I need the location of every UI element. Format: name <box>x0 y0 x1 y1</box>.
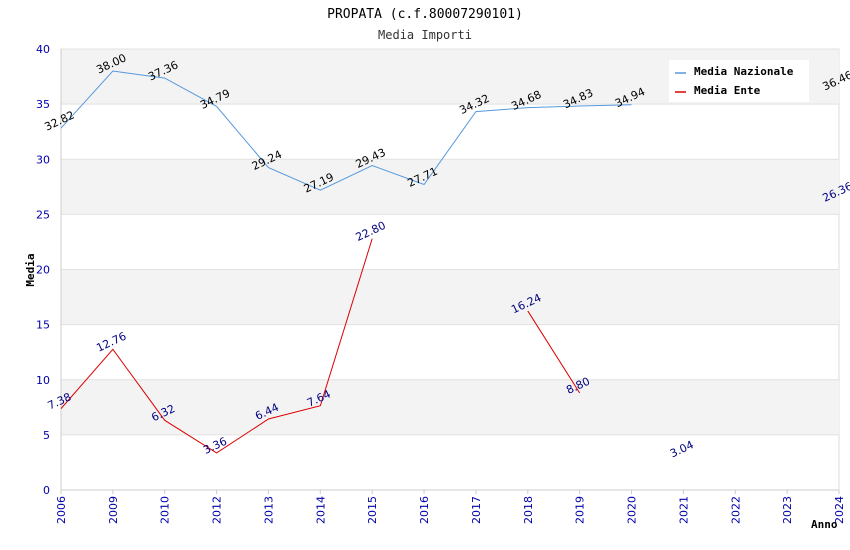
chart-title: PROPATA (c.f.80007290101) <box>327 7 523 22</box>
series-line-media-ente <box>60 238 373 454</box>
x-tick-label: 2012 <box>211 496 224 524</box>
x-tick-label: 2024 <box>833 496 846 524</box>
x-axis-ticks: 2006 2009 2010 2012 2013 2014 2015 2016 2017 2018… <box>55 490 846 524</box>
series-line-media-ente <box>527 310 581 394</box>
x-tick-label: 2010 <box>159 496 172 524</box>
x-axis-label: Anno <box>811 518 838 531</box>
x-tick-label: 2017 <box>470 496 483 524</box>
grid-band <box>61 379 839 435</box>
grid-bands <box>60 48 840 491</box>
y-tick-label: 30 <box>36 153 50 166</box>
x-tick-label: 2020 <box>626 496 639 524</box>
x-tick-label: 2018 <box>522 496 535 524</box>
legend: Media Nazionale Media Ente <box>669 60 809 102</box>
grid-band <box>61 269 839 325</box>
legend-label-media-nazionale: Media Nazionale <box>694 65 794 78</box>
grid-band <box>61 159 839 215</box>
x-tick-label: 2009 <box>107 496 120 524</box>
y-tick-label: 5 <box>43 429 50 442</box>
y-tick-label: 40 <box>36 43 50 56</box>
series-line-media-nazionale <box>60 70 632 191</box>
y-tick-label: 35 <box>36 98 50 111</box>
y-tick-label: 20 <box>36 264 50 277</box>
series-lines <box>60 70 632 454</box>
y-tick-label: 10 <box>36 374 50 387</box>
x-tick-label: 2022 <box>729 496 742 524</box>
x-tick-label: 2019 <box>574 496 587 524</box>
x-tick-label: 2006 <box>55 496 68 524</box>
chart-subtitle: Media Importi <box>378 28 472 42</box>
y-axis-ticks: 0 5 10 15 20 25 30 35 40 <box>36 43 50 497</box>
x-tick-label: 2013 <box>262 496 275 524</box>
y-tick-label: 25 <box>36 208 50 221</box>
legend-label-media-ente: Media Ente <box>694 84 761 97</box>
y-tick-label: 0 <box>43 484 50 497</box>
x-tick-label: 2021 <box>677 496 690 524</box>
x-tick-label: 2015 <box>366 496 379 524</box>
y-axis-label: Media <box>24 253 37 286</box>
x-tick-label: 2016 <box>418 496 431 524</box>
x-tick-label: 2023 <box>781 496 794 524</box>
y-tick-label: 15 <box>36 319 50 332</box>
legend-box <box>669 60 809 102</box>
x-tick-label: 2014 <box>314 496 327 524</box>
